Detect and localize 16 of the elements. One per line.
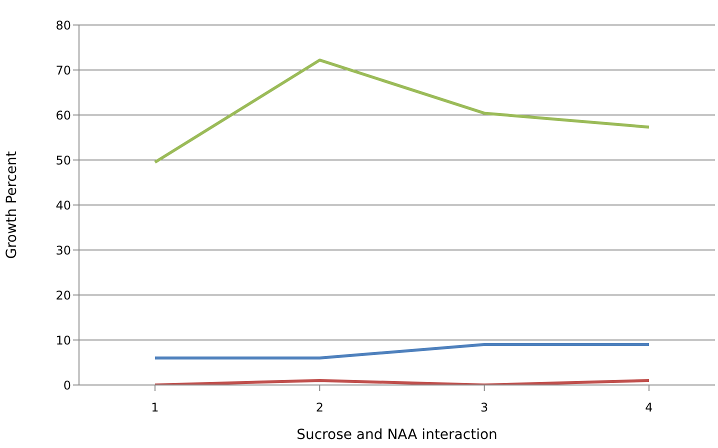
x-tick-label: 1 [151, 400, 159, 415]
y-tick-label: 0 [63, 378, 71, 392]
y-tick-label: 30 [56, 243, 71, 258]
line-series [154, 58, 650, 164]
y-tick-label: 20 [56, 288, 71, 302]
y-tick-label: 60 [56, 108, 71, 122]
x-tick-label: 4 [645, 400, 653, 415]
y-tick-label: 70 [56, 63, 71, 78]
x-tick-label: 2 [316, 400, 324, 415]
y-tick-label: 40 [56, 198, 71, 212]
y-tick-label: 80 [56, 18, 71, 32]
y-tick-label: 50 [56, 153, 71, 168]
y-tick-label: 10 [56, 333, 71, 348]
x-axis-title: Sucrose and NAA interaction [296, 427, 498, 443]
x-tick-label: 3 [480, 400, 488, 415]
y-axis-title: Growth Percent [4, 150, 20, 259]
